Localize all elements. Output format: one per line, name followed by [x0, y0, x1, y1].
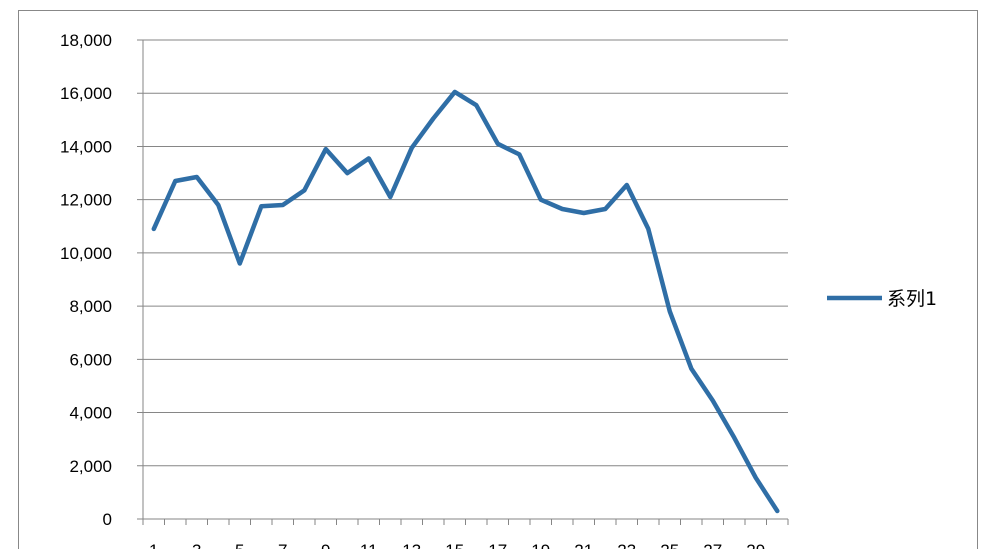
y-axis: 0 2,000 4,000 6,000 8,000 10,000 12,000 14,000 1… [60, 31, 144, 529]
y-tick-label: 2,000 [69, 457, 112, 476]
y-tick-label: 8,000 [69, 297, 112, 316]
series-line-1 [151, 89, 780, 514]
x-tick-label: 25 [660, 541, 679, 549]
gridlines [137, 39, 788, 520]
legend: 系列1 [827, 288, 937, 310]
x-tick-label: 3 [192, 541, 201, 549]
x-tick-label: 11 [360, 541, 378, 549]
x-tick-label: 1 [149, 541, 158, 549]
y-tick-label: 16,000 [60, 84, 112, 103]
x-tick-label: 15 [445, 541, 464, 549]
x-tick-label: 13 [402, 541, 421, 549]
y-tick-label: 6,000 [69, 350, 112, 369]
x-tick-label: 21 [574, 541, 593, 549]
y-tick-label: 4,000 [69, 404, 112, 423]
x-tick-label: 7 [278, 541, 287, 549]
y-tick-label: 14,000 [60, 137, 112, 156]
x-tick-label: 27 [703, 541, 722, 549]
y-tick-label: 0 [103, 510, 112, 529]
x-tick-label: 17 [488, 541, 507, 549]
x-tick-label: 5 [235, 541, 244, 549]
x-tick-label: 9 [321, 541, 330, 549]
chart-area [18, 10, 978, 549]
x-tick-label: 19 [531, 541, 550, 549]
x-tick-label: 23 [617, 541, 636, 549]
y-tick-label: 18,000 [60, 31, 112, 50]
y-tick-label: 10,000 [60, 244, 112, 263]
y-tick-label: 12,000 [60, 191, 112, 210]
x-tick-label: 29 [746, 541, 765, 549]
legend-label-series-1: 系列1 [887, 288, 937, 310]
series-layer [151, 89, 780, 514]
x-axis: 1357911131517192123252729 [142, 518, 789, 549]
